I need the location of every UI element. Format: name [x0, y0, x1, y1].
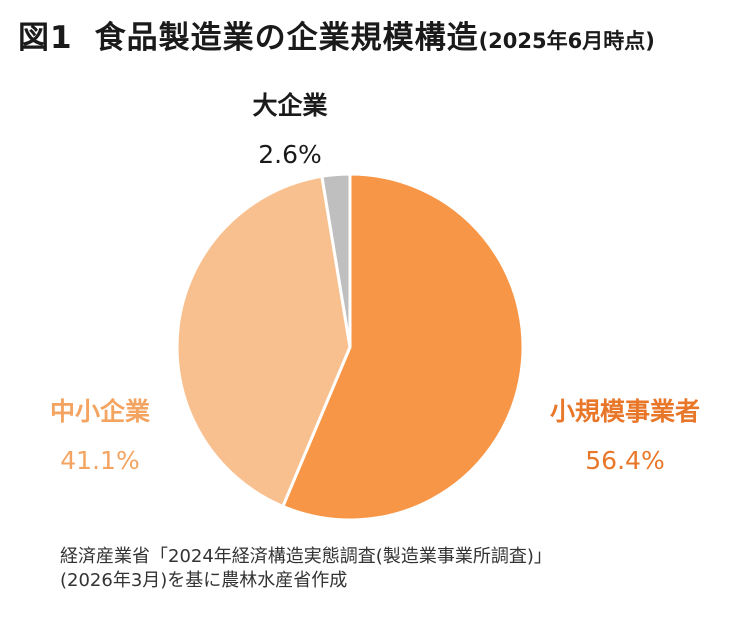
- label-small-business: 小規模事業者 56.4%: [530, 392, 720, 475]
- date-note: (2025年6月時点): [478, 29, 655, 53]
- source-note: 経済産業省「2024年経済構造実態調査(製造業事業所調査)」 (2026年3月)…: [60, 545, 552, 593]
- slice-name-small-business: 小規模事業者: [549, 397, 700, 426]
- figure-label: 図1: [18, 20, 73, 56]
- slice-name-sme: 中小企業: [49, 397, 150, 426]
- source-line-1: 経済産業省「2024年経済構造実態調査(製造業事業所調査)」: [60, 546, 552, 567]
- pie-slice-small-business: [281, 172, 525, 522]
- title-text: 食品製造業の企業規模構造: [94, 20, 479, 56]
- source-line-2: (2026年3月)を基に農林水産省作成: [60, 570, 348, 591]
- slice-value-large-enterprise: 2.6%: [258, 140, 322, 169]
- pie-slice-sme: [175, 174, 352, 508]
- slice-name-large-enterprise: 大企業: [252, 91, 328, 120]
- label-large-enterprise: 大企業 2.6%: [225, 86, 355, 169]
- chart-title: 図1 食品製造業の企業規模構造(2025年6月時点): [18, 12, 655, 57]
- slice-value-sme: 41.1%: [60, 446, 140, 475]
- slice-value-small-business: 56.4%: [585, 446, 665, 475]
- label-sme: 中小企業 41.1%: [25, 392, 175, 475]
- pie-slices: [175, 172, 525, 522]
- pie-slice-large-enterprise: [320, 172, 352, 349]
